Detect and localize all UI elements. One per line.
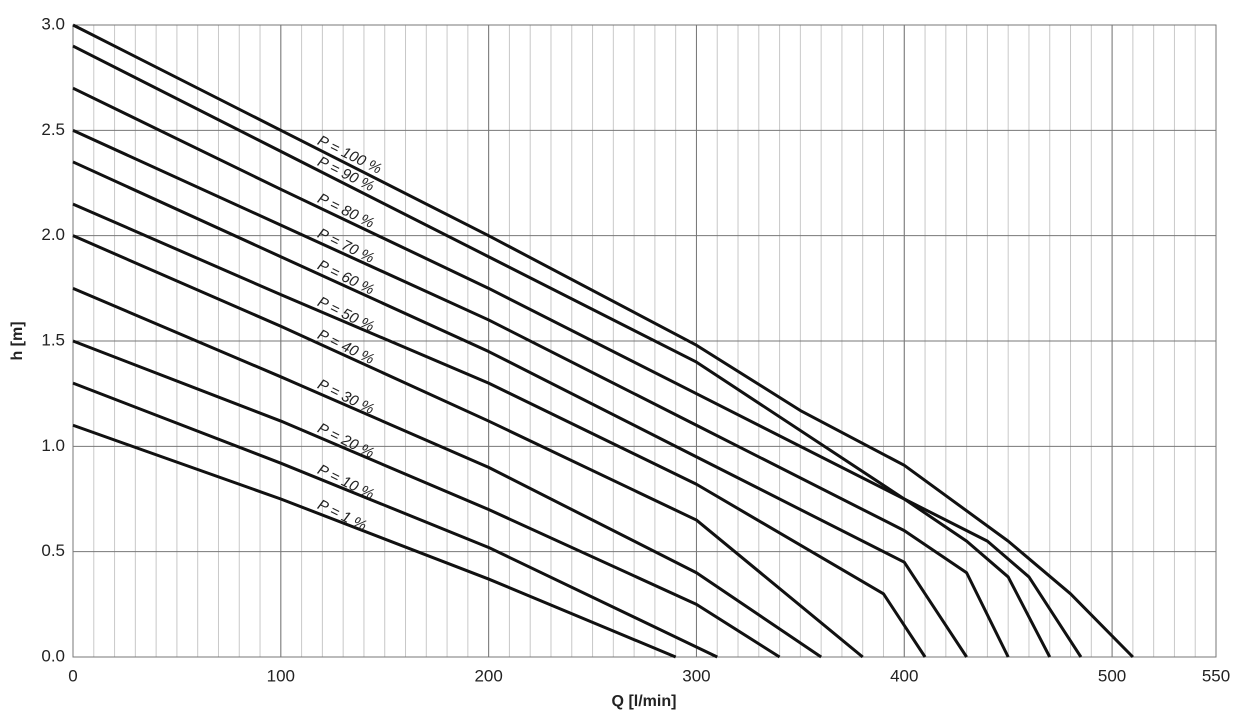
x-axis-title: Q [l/min] [612,693,677,710]
x-tick-label: 500 [1098,666,1126,685]
series-line [72,160,968,658]
x-tick-label: 0 [68,666,77,685]
series-line [72,381,718,659]
y-tick-label: 2.0 [41,225,65,244]
series-line [72,202,927,658]
x-tick-label: 300 [682,666,710,685]
series-line [72,128,1010,658]
x-tick-label: 200 [474,666,502,685]
x-tick-label: 400 [890,666,918,685]
y-tick-label: 1.0 [41,436,65,455]
series-line [72,339,781,659]
y-tick-label: 0.0 [41,646,65,665]
y-tick-label: 2.5 [41,120,65,139]
y-tick-label: 1.5 [41,330,65,349]
series-line [72,423,677,659]
series-line [72,23,1134,659]
x-tick-label: 550 [1202,666,1230,685]
x-tick-label: 100 [267,666,295,685]
y-tick-label: 3.0 [41,14,65,33]
series-line [72,44,1083,658]
y-axis-title: h [m] [9,321,26,360]
series-line [72,286,822,659]
series-label: P = 1 % [315,496,370,534]
series-line [72,234,864,659]
series-line [72,86,1052,658]
y-tick-label: 0.5 [41,541,65,560]
